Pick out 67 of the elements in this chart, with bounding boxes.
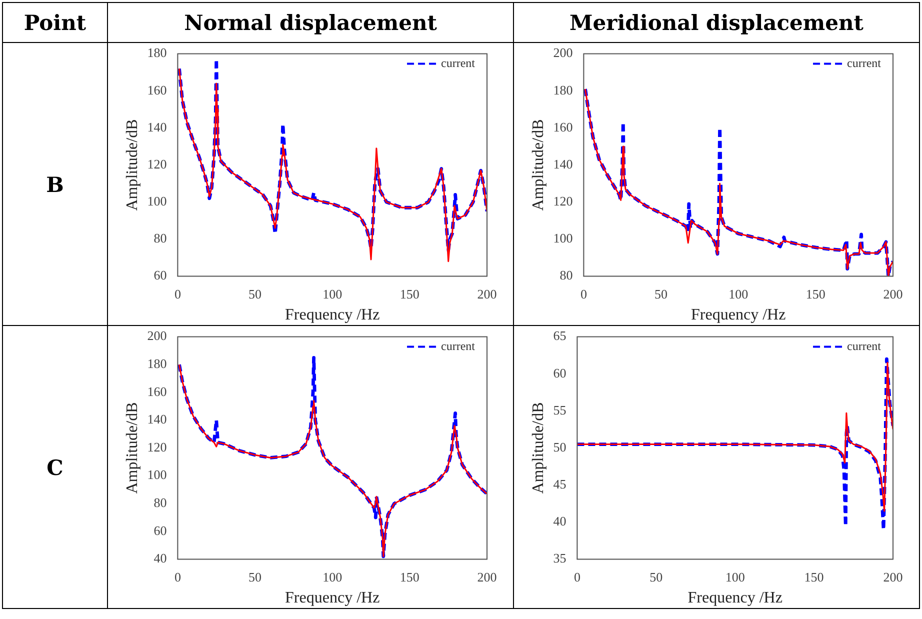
x-tick-label: 200 bbox=[882, 569, 902, 584]
y-tick-label: 180 bbox=[146, 356, 166, 372]
y-tick-label: 50 bbox=[552, 439, 566, 454]
x-tick-label: 150 bbox=[804, 569, 824, 584]
x-tick-label: 0 bbox=[573, 569, 580, 584]
x-tick-label: 100 bbox=[728, 286, 748, 302]
text: B bbox=[2, 42, 108, 326]
y-tick-label: 40 bbox=[153, 550, 166, 566]
y-tick-label: 120 bbox=[146, 439, 166, 454]
y-tick-label: 200 bbox=[146, 328, 166, 344]
x-axis-title: Frequency /Hz bbox=[284, 306, 380, 324]
x-tick-label: 100 bbox=[322, 569, 342, 584]
text: C bbox=[2, 326, 108, 608]
y-tick-label: 100 bbox=[146, 467, 166, 482]
y-tick-label: 140 bbox=[146, 412, 166, 427]
y-tick-label: 80 bbox=[153, 495, 166, 510]
y-tick-label: 55 bbox=[552, 402, 566, 418]
x-axis-title: Frequency /Hz bbox=[284, 590, 380, 607]
y-tick-label: 100 bbox=[552, 230, 572, 246]
x-tick-label: 50 bbox=[649, 569, 662, 584]
y-tick-label: 120 bbox=[146, 156, 166, 172]
y-tick-label: 65 bbox=[552, 328, 566, 344]
x-axis-title: Frequency /Hz bbox=[690, 306, 786, 324]
x-tick-label: 0 bbox=[174, 286, 180, 302]
x-tick-label: 100 bbox=[724, 569, 744, 584]
y-tick-label: 60 bbox=[153, 268, 166, 283]
x-tick-label: 200 bbox=[476, 286, 496, 302]
y-tick-label: 140 bbox=[552, 156, 572, 172]
x-tick-label: 50 bbox=[248, 569, 262, 584]
y-axis-title: Amplitude/dB bbox=[123, 402, 140, 494]
x-tick-label: 0 bbox=[174, 569, 180, 584]
legend-label: current bbox=[846, 56, 882, 70]
x-tick-label: 50 bbox=[248, 286, 262, 302]
y-tick-label: 45 bbox=[552, 476, 566, 492]
y-axis-title: Amplitude/dB bbox=[529, 402, 546, 494]
y-tick-label: 120 bbox=[552, 193, 572, 208]
y-axis-title: Amplitude/dB bbox=[529, 119, 546, 211]
y-tick-label: 60 bbox=[153, 522, 166, 538]
y-tick-label: 180 bbox=[552, 82, 572, 98]
legend-label: current bbox=[440, 338, 476, 353]
x-tick-label: 150 bbox=[805, 286, 825, 302]
x-tick-label: 150 bbox=[399, 286, 419, 302]
y-tick-label: 140 bbox=[146, 119, 166, 134]
y-tick-label: 160 bbox=[146, 82, 166, 98]
text: Normal displacement bbox=[108, 2, 514, 42]
y-tick-label: 100 bbox=[146, 193, 166, 208]
legend-label: current bbox=[440, 56, 476, 70]
y-tick-label: 200 bbox=[552, 45, 572, 60]
y-axis-title: Amplitude/dB bbox=[123, 119, 140, 211]
x-tick-label: 200 bbox=[882, 286, 902, 302]
x-tick-label: 0 bbox=[580, 286, 586, 302]
y-tick-label: 160 bbox=[552, 119, 572, 134]
y-tick-label: 60 bbox=[552, 365, 566, 380]
y-tick-label: 160 bbox=[146, 384, 166, 399]
text: Point bbox=[2, 2, 108, 42]
x-tick-label: 200 bbox=[476, 569, 496, 584]
x-axis-title: Frequency /Hz bbox=[687, 590, 782, 607]
legend-label: current bbox=[846, 338, 882, 353]
y-tick-label: 180 bbox=[146, 45, 166, 60]
x-tick-label: 100 bbox=[322, 286, 342, 302]
x-tick-label: 50 bbox=[654, 286, 668, 302]
y-tick-label: 40 bbox=[552, 514, 566, 529]
y-tick-label: 35 bbox=[552, 550, 566, 566]
text: Meridional displacement bbox=[514, 2, 920, 42]
x-tick-label: 150 bbox=[399, 569, 419, 584]
y-tick-label: 80 bbox=[559, 268, 572, 283]
y-tick-label: 80 bbox=[153, 230, 166, 246]
